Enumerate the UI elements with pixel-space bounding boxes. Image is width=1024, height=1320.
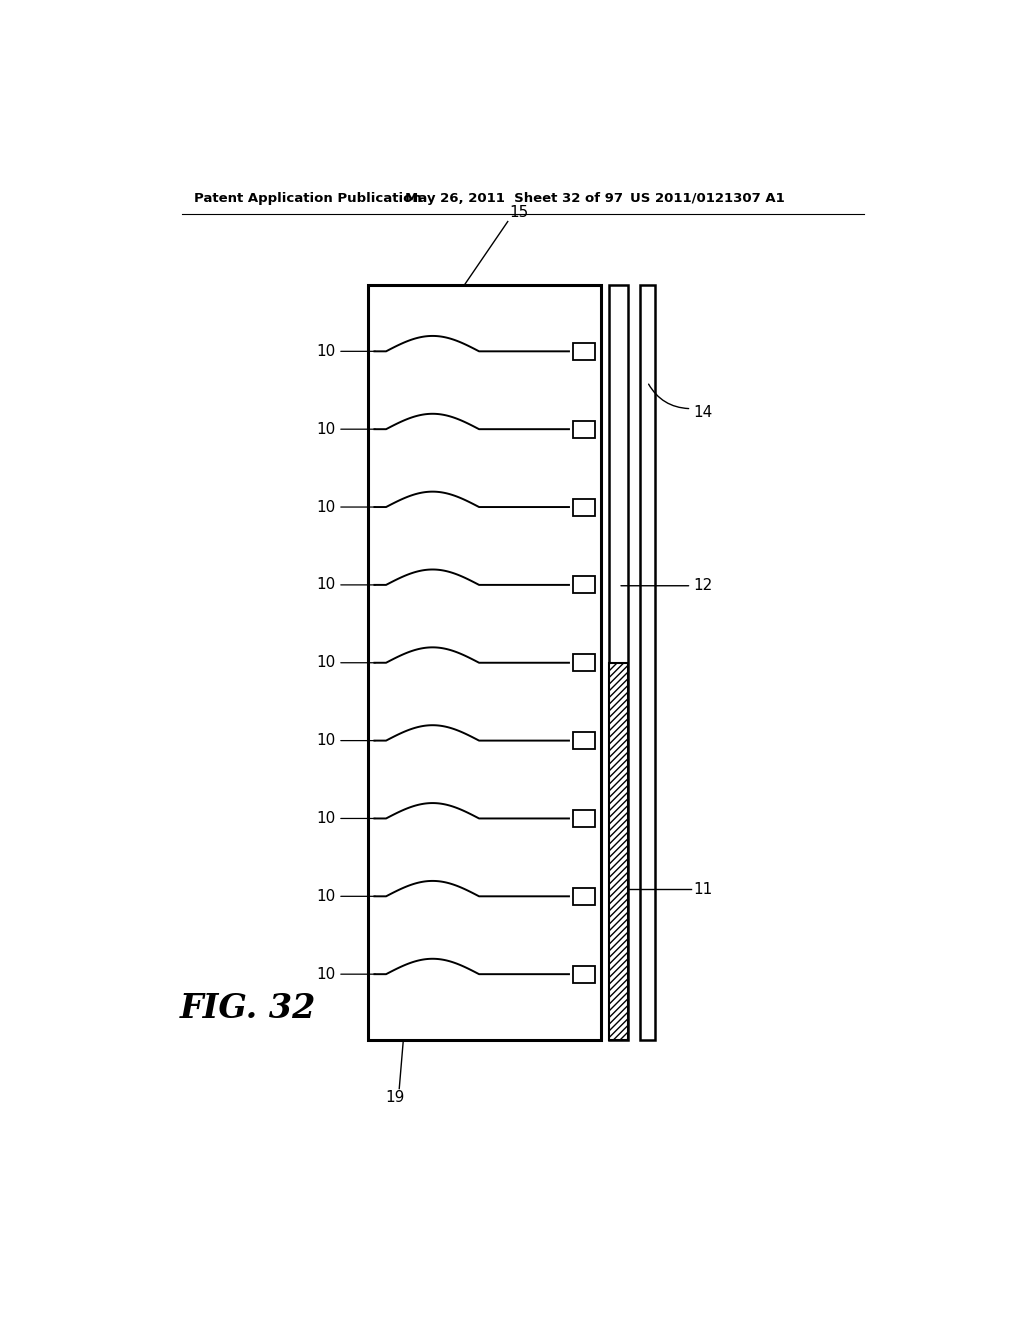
Bar xyxy=(608,663,628,1040)
Text: FIG. 32: FIG. 32 xyxy=(180,991,316,1024)
Bar xyxy=(572,810,595,826)
Bar xyxy=(572,343,595,360)
Text: May 26, 2011  Sheet 32 of 97: May 26, 2011 Sheet 32 of 97 xyxy=(406,191,624,205)
Bar xyxy=(572,966,595,982)
Text: 10: 10 xyxy=(316,888,335,904)
Text: 12: 12 xyxy=(693,578,713,593)
Text: 10: 10 xyxy=(316,343,335,359)
Bar xyxy=(572,499,595,516)
Text: 10: 10 xyxy=(316,577,335,593)
Text: 10: 10 xyxy=(316,810,335,826)
Bar xyxy=(608,285,628,1040)
Text: 10: 10 xyxy=(316,733,335,748)
Text: 19: 19 xyxy=(386,1090,406,1105)
Text: 10: 10 xyxy=(316,655,335,671)
Text: 15: 15 xyxy=(509,205,528,220)
Text: US 2011/0121307 A1: US 2011/0121307 A1 xyxy=(630,191,785,205)
Text: 10: 10 xyxy=(316,966,335,982)
Bar xyxy=(572,733,595,748)
Text: 14: 14 xyxy=(693,405,713,420)
Bar xyxy=(572,577,595,594)
Text: Patent Application Publication: Patent Application Publication xyxy=(194,191,422,205)
Bar xyxy=(572,421,595,438)
Bar xyxy=(369,285,601,1040)
Text: 10: 10 xyxy=(316,421,335,437)
Text: 10: 10 xyxy=(316,499,335,515)
Text: 11: 11 xyxy=(693,882,713,896)
Bar xyxy=(640,285,655,1040)
Bar xyxy=(572,655,595,671)
Bar xyxy=(572,888,595,904)
